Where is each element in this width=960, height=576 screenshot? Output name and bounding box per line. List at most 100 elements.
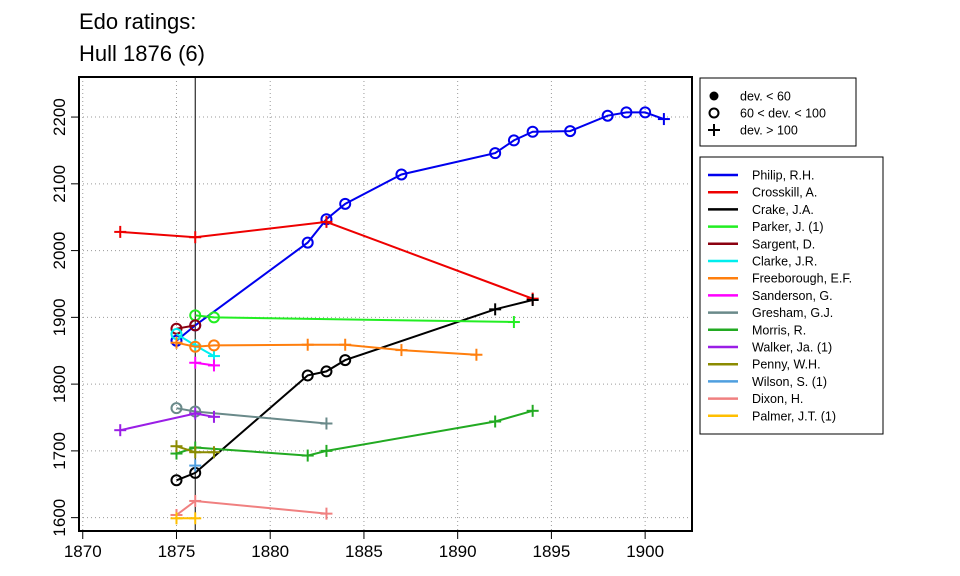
series-7: [189, 356, 220, 372]
data-point-open-circle: [620, 106, 633, 119]
series-10: [114, 407, 220, 437]
y-tick-label: 1600: [50, 499, 69, 537]
y-tick-label: 1800: [50, 365, 69, 403]
data-point-plus: [320, 417, 333, 430]
chart-title-line-2: Hull 1876 (6): [79, 41, 205, 66]
series-legend-label: Walker, Ja. (1): [752, 341, 832, 355]
data-point-open-circle: [564, 125, 577, 138]
x-tick-label: 1890: [439, 542, 477, 561]
series-legend-label: Penny, W.H.: [752, 358, 821, 372]
y-tick-label: 2100: [50, 165, 69, 203]
series-legend-label: Freeborough, E.F.: [752, 272, 852, 286]
data-point-plus: [301, 449, 314, 462]
data-point-plus: [507, 316, 520, 329]
series-legend-label: Dixon, H.: [752, 392, 803, 406]
series-4: [170, 319, 202, 335]
data-point-open-circle: [170, 474, 183, 487]
data-point-plus: [320, 215, 333, 228]
data-point-open-circle: [395, 168, 408, 181]
data-point-open-circle: [301, 236, 314, 249]
data-point-plus: [339, 338, 352, 351]
series-line: [176, 299, 533, 482]
data-point-open-circle: [207, 311, 220, 324]
data-point-plus: [657, 113, 670, 126]
y-axis: 1600 1700 1800 1900 2000 2100 2200: [50, 98, 79, 537]
x-axis: 1870 1875 1880 1885 1890 1895 1900: [64, 531, 664, 561]
data-point-open-circle: [189, 340, 202, 353]
plot-border: [78, 76, 693, 532]
series-legend-label: Sargent, D.: [752, 237, 815, 251]
data-point-plus: [170, 336, 183, 349]
data-point-open-circle: [601, 109, 614, 122]
series-legend-label: Morris, R.: [752, 323, 806, 337]
data-point-open-circle: [639, 106, 652, 119]
x-tick-label: 1895: [532, 542, 570, 561]
marker-legend-label: dev. < 60: [740, 90, 791, 104]
marker-legend-label: 60 < dev. < 100: [740, 107, 826, 121]
series-legend-label: Clarke, J.R.: [752, 255, 817, 269]
chart-title-line-1: Edo ratings:: [79, 9, 197, 34]
data-point-plus: [170, 440, 183, 453]
series-11: [170, 440, 220, 459]
series-legend: Philip, R.H. Crosskill, A. Crake, J.A. Park…: [699, 156, 884, 435]
data-point-plus: [189, 356, 202, 369]
data-point-open-circle: [507, 134, 520, 147]
data-point-plus: [189, 494, 202, 507]
y-tick-label: 2000: [50, 232, 69, 270]
x-tick-label: 1885: [345, 542, 383, 561]
data-point-plus: [489, 303, 502, 316]
data-point-plus: [207, 359, 220, 372]
data-point-plus: [170, 512, 183, 525]
series-legend-label: Wilson, S. (1): [752, 375, 827, 389]
data-point-plus: [526, 293, 539, 306]
data-point-plus: [320, 507, 333, 520]
x-tick-label: 1900: [626, 542, 664, 561]
series-3: [189, 309, 520, 329]
data-point-plus: [189, 459, 202, 472]
series-13: [170, 494, 333, 521]
series-legend-label: Sanderson, G.: [752, 289, 833, 303]
data-point-plus: [207, 410, 220, 423]
series-legend-label: Crosskill, A.: [752, 186, 817, 200]
series-line: [195, 314, 514, 323]
series-line: [175, 499, 327, 516]
marker-legend: dev. < 60 60 < dev. < 100 dev. > 100: [699, 77, 857, 147]
data-point-plus: [189, 512, 202, 525]
legend-open-circle-icon: [708, 107, 720, 119]
legend-filled-circle-icon: [709, 91, 719, 101]
data-point-open-circle: [489, 147, 502, 160]
y-tick-label: 1700: [50, 432, 69, 470]
data-point-plus: [114, 225, 127, 238]
series-1: [114, 215, 539, 305]
data-point-plus: [489, 415, 502, 428]
series-legend-label: Palmer, J.T. (1): [752, 409, 836, 423]
data-point-plus: [301, 338, 314, 351]
series-14: [170, 512, 202, 525]
series-0: [170, 106, 670, 347]
data-point-open-circle: [526, 125, 539, 138]
legend-plus-icon: [708, 124, 720, 136]
marker-legend-box: [699, 77, 857, 147]
series-legend-label: Philip, R.H.: [752, 169, 815, 183]
data-point-plus: [395, 344, 408, 357]
data-point-open-circle: [339, 354, 352, 367]
data-point-plus: [114, 424, 127, 437]
y-tick-label: 1900: [50, 298, 69, 336]
x-tick-label: 1875: [158, 542, 196, 561]
series-6: [170, 336, 483, 361]
data-point-plus: [207, 446, 220, 459]
data-point-open-circle: [339, 197, 352, 210]
data-point-plus: [320, 444, 333, 457]
series-legend-label: Parker, J. (1): [752, 220, 824, 234]
series-line: [176, 341, 477, 356]
x-tick-label: 1870: [64, 542, 102, 561]
series-line: [176, 324, 196, 330]
data-point-plus: [470, 348, 483, 361]
data-point-plus: [189, 407, 202, 420]
x-tick-label: 1880: [251, 542, 289, 561]
y-tick-label: 2200: [50, 98, 69, 136]
data-point-open-circle: [170, 402, 183, 415]
data-point-open-circle: [189, 319, 202, 332]
